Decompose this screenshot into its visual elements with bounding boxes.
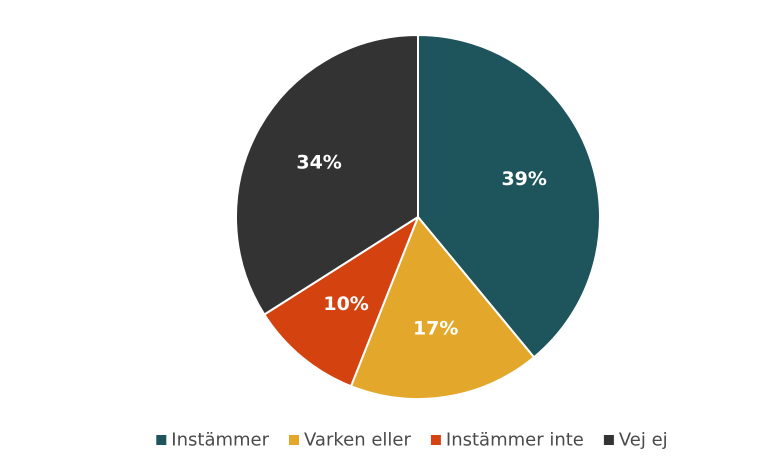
pie-slice-instammer <box>417 34 601 359</box>
legend-label-instammer: Instämmer <box>171 430 269 451</box>
legend-label-instammer-inte: Instämmer inte <box>446 430 584 451</box>
legend-item-varken-eller: Varken eller <box>289 430 411 451</box>
data-label-instammer-inte: 10% <box>323 293 368 315</box>
legend: Instämmer Varken eller Instämmer inte Vej e… <box>156 430 668 451</box>
legend-item-instammer: Instämmer <box>156 430 270 451</box>
legend-swatch-varken-eller <box>289 435 299 445</box>
data-label-vej-ej: 34% <box>296 152 341 174</box>
data-label-instammer: 39% <box>501 168 546 190</box>
pie-slice-vej-ej <box>235 34 419 316</box>
pie-slice-instammer-inte <box>263 216 419 388</box>
legend-item-vej-ej: Vej ej <box>603 430 668 451</box>
pie-slice-varken-eller <box>350 216 536 400</box>
legend-label-vej-ej: Vej ej <box>619 430 668 451</box>
legend-swatch-instammer <box>156 435 167 445</box>
pie-slices <box>235 34 601 400</box>
legend-item-instammer-inte: Instämmer inte <box>430 430 584 451</box>
legend-swatch-vej-ej <box>603 435 614 445</box>
legend-swatch-instammer-inte <box>430 435 441 445</box>
legend-label-varken-eller: Varken eller <box>304 430 411 451</box>
data-label-varken-eller: 17% <box>413 318 458 340</box>
pie-value-labels: 39% 17% 10% 34% <box>296 152 547 340</box>
